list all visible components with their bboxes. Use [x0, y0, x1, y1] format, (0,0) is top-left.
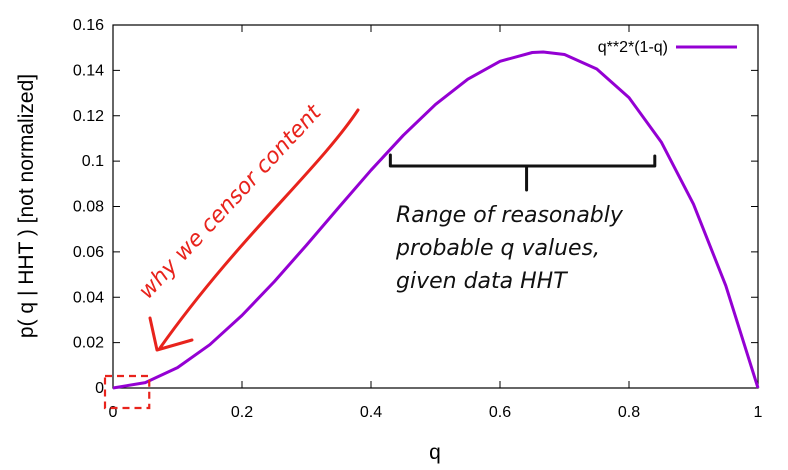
x-tick-label: 0.4 — [360, 404, 382, 421]
bracket-annotation-line: Range of reasonably — [396, 203, 624, 228]
y-tick-label: 0.14 — [73, 62, 104, 79]
x-tick-label: 0.8 — [618, 404, 640, 421]
x-axis-ticks: 0 0.2 0.4 0.6 0.8 1 — [109, 25, 763, 421]
red-arrow — [148, 108, 360, 352]
censored-region-box — [103, 374, 151, 410]
y-tick-label: 0.04 — [73, 289, 104, 306]
censor-note: why we censor content — [134, 99, 327, 304]
x-tick-label: 0.6 — [489, 404, 511, 421]
series-line — [112, 50, 760, 390]
y-tick-label: 0.02 — [73, 335, 104, 352]
y-tick-label: 0.06 — [73, 244, 104, 261]
legend-entry-label: q**2*(1-q) — [598, 39, 668, 56]
y-tick-label: 0.12 — [73, 108, 104, 125]
series-layer — [112, 50, 760, 390]
y-tick-label: 0 — [95, 380, 104, 397]
x-axis-title: q — [429, 441, 441, 464]
y-tick-label: 0.08 — [73, 199, 104, 216]
y-axis-ticks: 0 0.02 0.04 0.06 0.08 0.1 0.12 0.14 0.16 — [73, 17, 758, 397]
x-tick-label: 0.2 — [231, 404, 253, 421]
bracket-annotation-line: given data HHT — [396, 269, 568, 294]
y-tick-label: 0.16 — [73, 17, 104, 34]
x-tick-label: 0 — [109, 404, 118, 421]
legend: q**2*(1-q) — [598, 39, 737, 56]
x-tick-label: 1 — [754, 404, 763, 421]
y-tick-label: 0.1 — [82, 153, 104, 170]
y-axis-title: p( q | HHT ) [not normalized] — [15, 74, 38, 338]
bracket-annotation-line: probable q values, — [395, 236, 600, 261]
range-bracket — [388, 153, 657, 192]
